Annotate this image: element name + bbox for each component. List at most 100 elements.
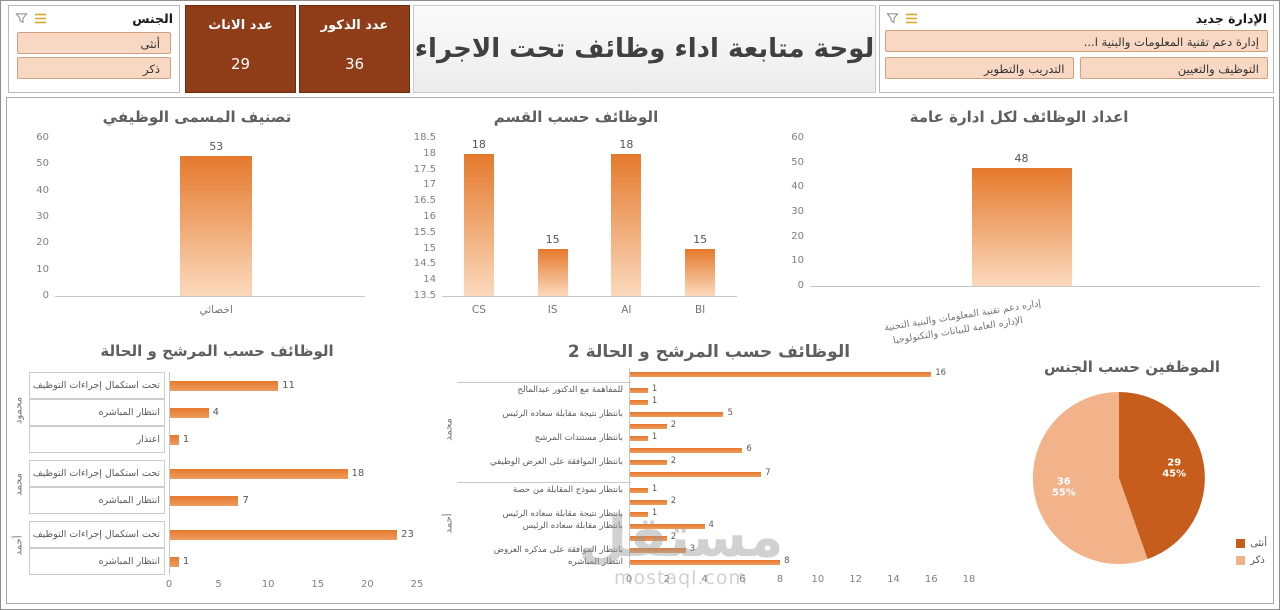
bar-value-label: 1 [651,432,658,442]
bar-value-label: 4 [708,520,714,530]
y-tick-label: 0 [797,280,804,291]
legend-item[interactable]: أنثى [1236,538,1267,549]
pie-slice[interactable] [1032,391,1148,564]
bar-value-label: 2 [670,532,677,542]
x-tick-label: 6 [739,574,746,585]
y-tick-label: 10 [36,263,49,275]
x-axis-line [55,296,365,297]
chart-title: الموظفين حسب الجنس [1043,358,1221,376]
row-label: انتظار المباشره [29,548,165,575]
chart-title: اعداد الوظائف لكل ادارة عامة [909,108,1129,126]
x-tick-label: 15 [311,579,325,590]
bar-value-label: 7 [242,494,249,506]
row-label: بانتظار الموافقة على مذكره العروض [493,544,623,555]
x-tick-label: 4 [701,574,708,585]
bar[interactable] [629,535,667,541]
pie-slice[interactable] [1119,392,1205,560]
admin-option-it-support[interactable]: إدارة دعم تقنية المعلومات والبنية ا... [885,30,1268,52]
bar[interactable] [629,471,762,477]
y-tick-label: 50 [36,158,49,170]
bar[interactable] [629,487,648,493]
slicer-list-icon[interactable] [34,12,47,25]
bar[interactable] [685,248,716,296]
row-label: بانتظار نموذج المقابلة من حصة [512,484,623,495]
y-tick-label: 20 [36,237,49,249]
y-tick-label: 40 [791,181,804,193]
group-label: أحمد [443,513,455,534]
bar[interactable] [629,523,705,529]
filter-funnel-icon[interactable] [15,12,28,25]
y-tick-label: 50 [791,156,804,168]
x-tick-label: 10 [811,574,825,585]
chart-jobs-by-candidate-status: الوظائف حسب المرشح و الحالة تحت استكمال … [7,338,427,603]
y-tick-label: 16 [423,211,436,222]
bar[interactable] [629,371,932,377]
admin-filter-panel: الإدارة جديد إدارة دعم تقنية المعلومات و… [879,5,1274,93]
bar[interactable] [169,495,239,506]
group-label: محمد [443,418,455,441]
row-label: تحت استكمال إجراءات التوظيف [29,372,165,399]
legend-swatch [1236,539,1246,548]
y-tick-label: 10 [791,255,804,267]
bar[interactable] [629,387,648,393]
bar[interactable] [629,399,648,405]
x-tick-label: 14 [887,574,900,585]
bar[interactable] [629,447,743,453]
bar-value-label: 2 [670,456,677,466]
legend-item[interactable]: ذكر [1236,555,1267,566]
bar[interactable] [169,468,348,479]
legend-label: أنثى [1250,538,1267,549]
bar[interactable] [629,547,686,553]
x-category-label: CS [471,304,486,316]
group-label: محمد [13,473,25,496]
x-category-label: اخصائي [199,304,233,316]
bar[interactable] [169,434,179,445]
bar[interactable] [629,459,667,465]
x-category-label: AI [621,304,632,316]
kpi-females-value: 29 [230,55,251,73]
bar[interactable] [169,556,179,567]
admin-option-recruitment[interactable]: التوظيف والتعيين [1079,57,1268,79]
y-tick-label: 16.5 [413,195,436,207]
slicer-list-icon[interactable] [905,12,918,25]
admin-option-training[interactable]: التدريب والتطوير [885,57,1074,79]
row-label: بانتظار مستندات المرشح [534,432,623,443]
bar[interactable] [629,559,781,565]
y-tick-label: 17 [423,179,436,191]
y-tick-label: 18.5 [413,132,436,143]
legend-swatch [1236,556,1246,565]
bar[interactable] [463,153,494,296]
bar[interactable] [169,407,209,418]
row-label: بانتظار مقابلة سعاده الرئيس [522,520,623,531]
chart-employees-by-gender: الموظفين حسب الجنس 29 45% 36 55% أنثى ذكر [991,338,1273,603]
bar[interactable] [180,156,253,296]
kpi-males-label: عدد الذكور [320,18,389,33]
bar[interactable] [169,380,279,391]
bar-value-label: 48 [1014,151,1029,165]
bar-value-label: 23 [401,528,414,540]
y-tick-label: 13.5 [413,290,436,301]
bar[interactable] [611,153,642,296]
x-tick-label: 8 [776,574,784,585]
bar[interactable] [537,248,568,296]
kpi-card-males: عدد الذكور 36 [299,5,410,93]
bar[interactable] [169,529,398,540]
bar-value-label: 16 [935,368,947,378]
bar-value-label: 4 [212,406,220,418]
filter-funnel-icon[interactable] [886,12,899,25]
bar[interactable] [629,499,667,505]
gender-option-female[interactable]: أنثى [17,32,171,54]
row-label: تحت استكمال إجراءات التوظيف [29,521,165,548]
x-tick-label: 5 [215,579,222,590]
bar[interactable] [629,411,724,417]
bar[interactable] [629,423,667,429]
y-tick-label: 17.5 [413,163,436,175]
gender-option-male[interactable]: ذكر [17,57,171,79]
bar[interactable] [629,435,648,441]
chart-job-title-classification: تصنيف المسمى الوظيفي 0 10 20 30 40 50 60 53 اخصا… [7,98,387,338]
charts-area: تصنيف المسمى الوظيفي 0 10 20 30 40 50 60 53 اخصا… [6,97,1274,604]
gender-filter-title: الجنس [132,10,173,26]
bar[interactable] [971,167,1072,286]
y-tick-label: 20 [791,230,804,242]
bar[interactable] [629,511,648,517]
